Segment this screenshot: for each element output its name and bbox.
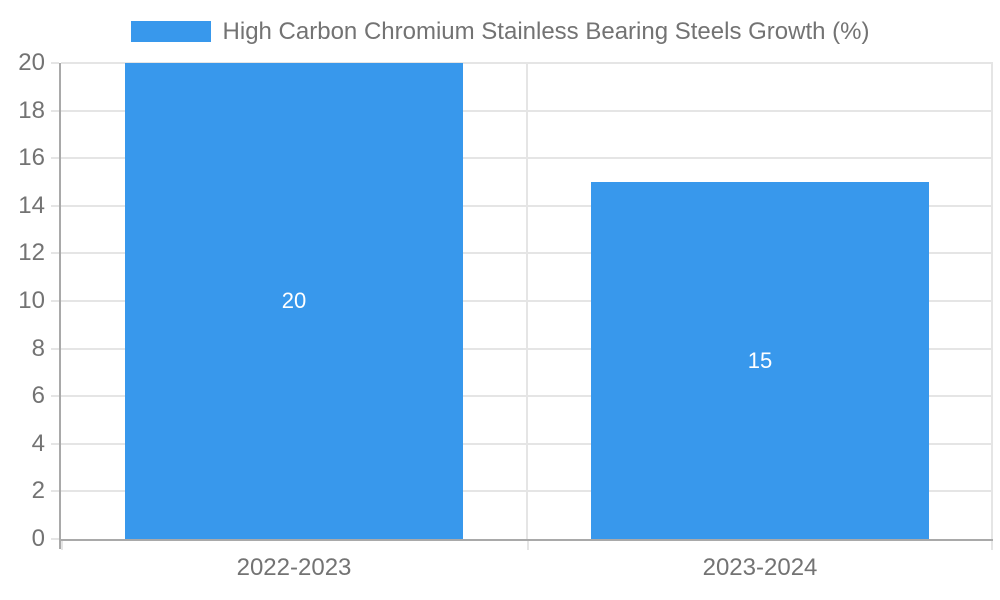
x-axis-tick — [61, 541, 63, 550]
bar-value-label: 20 — [281, 288, 307, 313]
y-axis-tick-label: 10 — [18, 287, 45, 314]
y-axis-tick-label: 12 — [18, 239, 45, 266]
y-axis-tick-label: 16 — [18, 144, 45, 171]
y-axis-tick-label: 4 — [31, 430, 45, 457]
x-axis-line — [59, 539, 993, 541]
y-axis-tick — [51, 395, 59, 397]
legend-swatch — [130, 21, 211, 42]
plot-area: 0 2 4 6 8 10 12 14 16 18 20 20 2022-2023 15 2023-2024 — [18, 49, 993, 581]
y-axis-tick — [51, 205, 59, 207]
y-axis-tick — [51, 157, 59, 159]
y-axis-tick — [51, 443, 59, 445]
y-axis-tick-label: 8 — [31, 335, 45, 362]
x-axis-tick — [527, 541, 529, 550]
y-axis-line — [59, 63, 61, 549]
gridline-vertical — [526, 63, 528, 539]
y-axis-tick-label: 20 — [18, 49, 45, 76]
y-axis-tick-label: 2 — [31, 477, 45, 504]
x-axis-category-label: 2022-2023 — [236, 554, 352, 581]
bar-value-label: 15 — [747, 348, 773, 373]
gridline-vertical — [991, 63, 993, 539]
x-axis-category-label: 2023-2024 — [702, 554, 818, 581]
y-axis-tick-label: 14 — [18, 192, 45, 219]
y-axis-tick — [51, 62, 59, 64]
y-axis-tick — [51, 252, 59, 254]
y-axis-tick — [51, 490, 59, 492]
chart-legend[interactable]: High Carbon Chromium Stainless Bearing S… — [0, 18, 1000, 45]
y-axis-tick — [51, 348, 59, 350]
bar-2023-2024 — [591, 182, 929, 539]
y-axis-tick-label: 0 — [31, 525, 45, 552]
x-axis-tick — [991, 541, 993, 550]
y-axis-tick-label: 6 — [31, 382, 45, 409]
bar-2022-2023 — [125, 63, 463, 539]
legend-label: High Carbon Chromium Stainless Bearing S… — [222, 18, 870, 45]
y-axis-tick — [51, 110, 59, 112]
y-axis-tick — [51, 300, 59, 302]
y-axis-tick — [51, 538, 59, 540]
y-axis-tick-label: 18 — [18, 97, 45, 124]
